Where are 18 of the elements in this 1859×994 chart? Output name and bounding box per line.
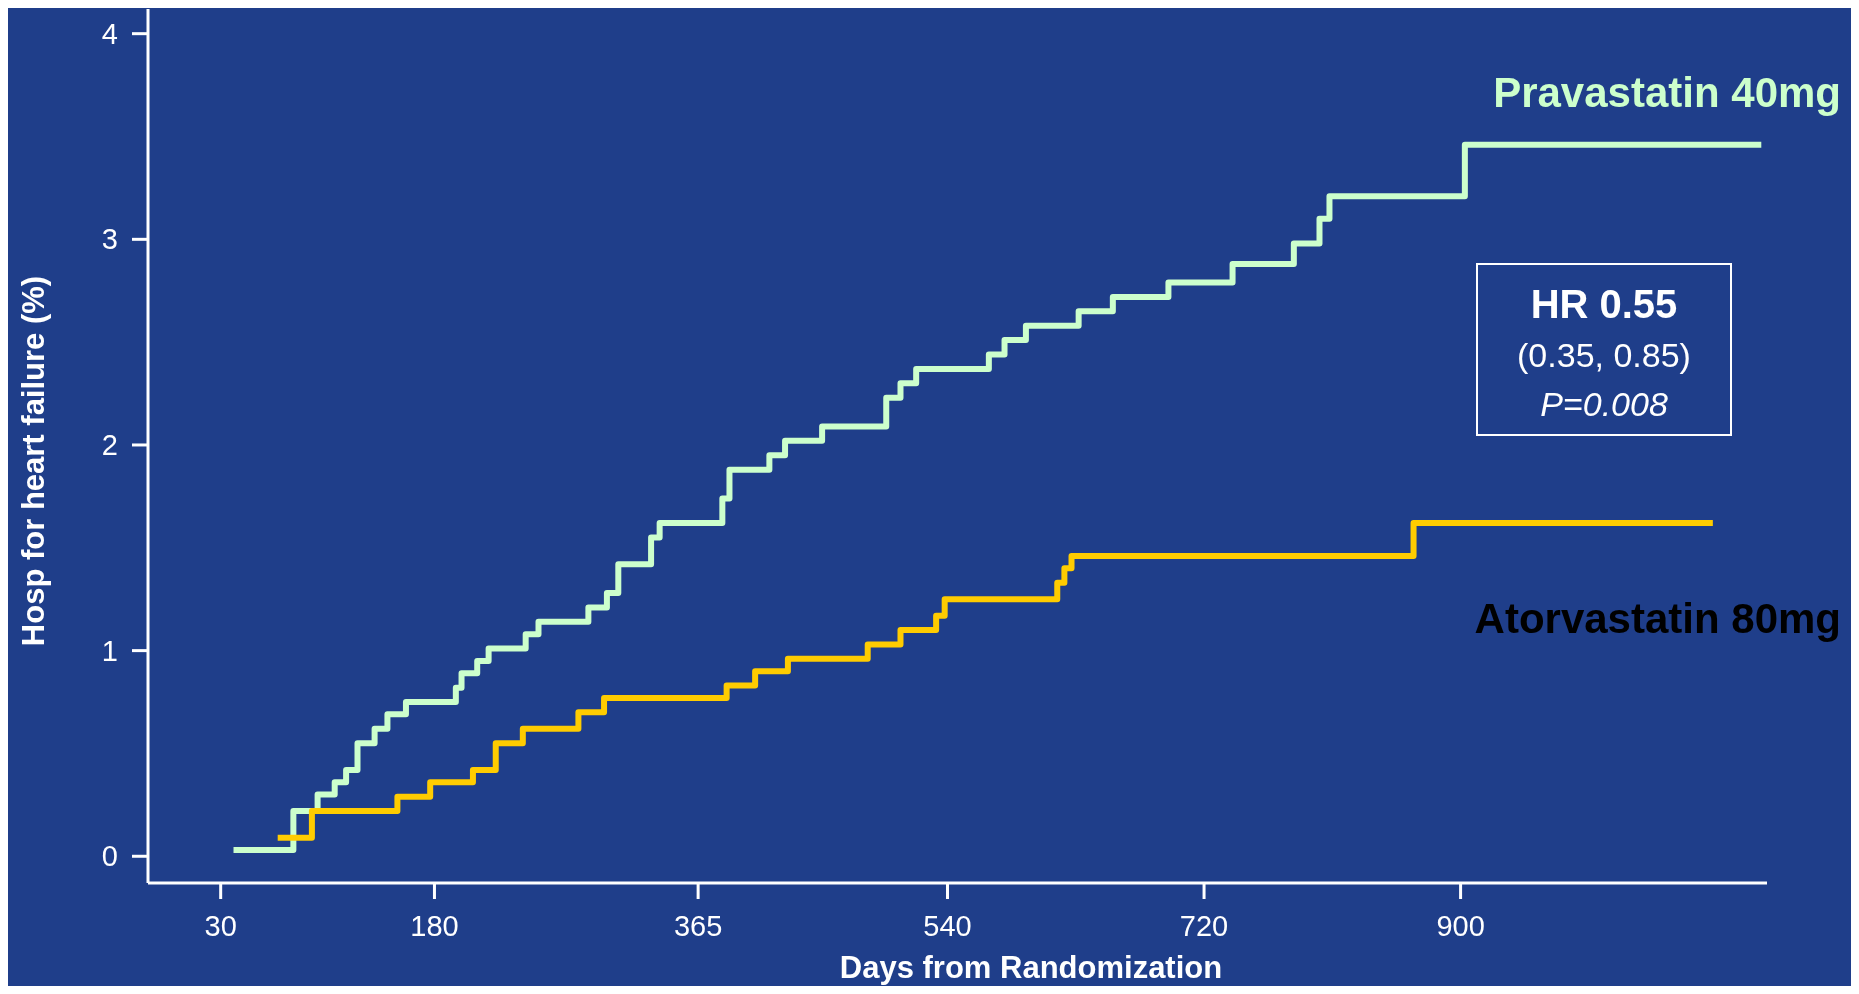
x-tick-label: 180 bbox=[410, 910, 459, 942]
y-tick-label: 1 bbox=[101, 634, 118, 667]
series-label: Atorvastatin 80mg bbox=[1474, 595, 1841, 643]
y-tick-label: 0 bbox=[101, 840, 118, 873]
y-axis-title: Hosp for heart failure (%) bbox=[16, 275, 51, 647]
annotation: P=0.008 bbox=[1540, 385, 1668, 423]
x-tick-label: 365 bbox=[673, 910, 723, 942]
annotation: HR 0.55 bbox=[1530, 282, 1678, 326]
x-tick-label: 540 bbox=[923, 910, 972, 942]
x-tick-label: 900 bbox=[1436, 910, 1485, 942]
y-tick-label: 2 bbox=[101, 428, 118, 461]
x-tick-label: 720 bbox=[1179, 910, 1229, 942]
x-tick-label: 30 bbox=[204, 910, 237, 942]
annotation: (0.35, 0.85) bbox=[1517, 336, 1691, 374]
x-axis-title: Days from Randomization bbox=[839, 950, 1223, 985]
y-tick-label: 4 bbox=[101, 17, 118, 50]
series-label: Pravastatin 40mg bbox=[1493, 68, 1841, 116]
y-tick-label: 3 bbox=[101, 223, 118, 256]
